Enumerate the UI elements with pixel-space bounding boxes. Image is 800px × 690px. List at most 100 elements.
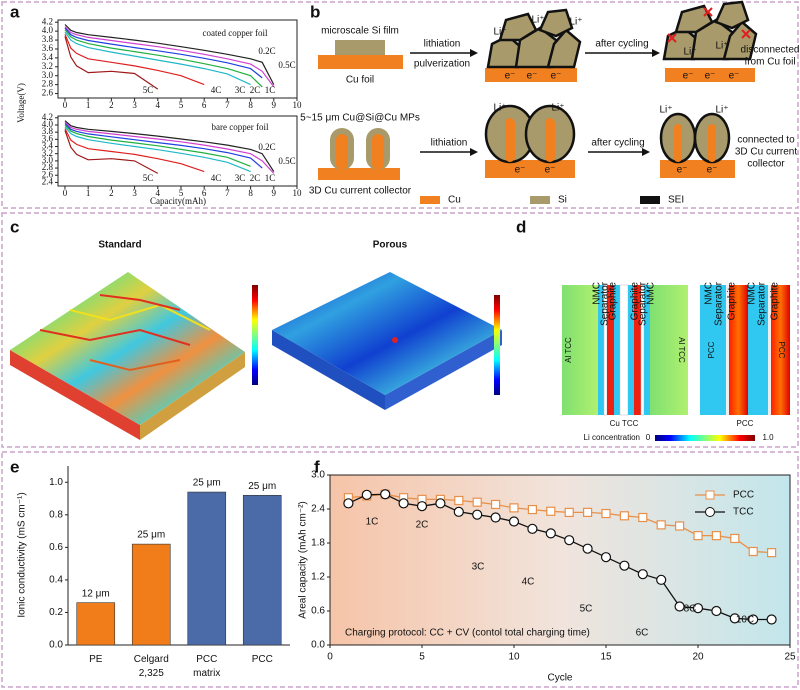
panel-c: Standard Porous: [10, 240, 502, 440]
cu-pillar: [674, 124, 682, 162]
marker: [656, 520, 666, 530]
y-axis-label: Ionic conductivity (mS cm⁻¹): [17, 492, 28, 617]
x-tick-label: 20: [692, 652, 704, 663]
annotation: 10C: [736, 615, 754, 626]
x-tick-label: 5: [419, 652, 425, 663]
plot-frame: [57, 19, 298, 99]
marker: [545, 528, 556, 539]
y-tick-label: 0.0: [311, 640, 325, 651]
ion-label: Li⁺: [531, 15, 544, 26]
side-label: PCC: [777, 342, 786, 359]
bar-annotation: 25 μm: [193, 478, 221, 489]
marker: [509, 503, 519, 513]
y-axis-label: Areal capacity (mAh cm⁻²): [298, 501, 309, 619]
ridge: [39, 328, 191, 346]
label: after cycling: [595, 39, 648, 50]
marker: [619, 511, 630, 521]
panel-frame: [1, 451, 799, 688]
slab-side: [385, 330, 502, 410]
layer-label: Separator: [714, 281, 725, 326]
x-tick-label: PE: [89, 654, 103, 665]
marker: [416, 501, 428, 512]
marker: [582, 543, 593, 554]
si-film: [335, 40, 385, 55]
panel-d: Al TCC Al TCC Cu TCC PCC PCC PCC Li conc…: [562, 284, 790, 442]
layer-label: Graphite: [608, 282, 619, 321]
panel-frame: [1, 212, 799, 448]
arrow-head: [470, 148, 478, 156]
marker: [564, 535, 575, 546]
cu-base: [660, 160, 735, 178]
label: collector: [747, 159, 785, 170]
cu-foil: [318, 55, 403, 69]
ion-label: Li⁺: [715, 41, 728, 52]
series-label: 0.5C: [278, 156, 295, 166]
y-tick-label: 3.2: [42, 61, 53, 71]
plot-frame: [329, 474, 791, 646]
series-label: 4C: [211, 85, 222, 95]
series-line: [64, 120, 275, 172]
x-tick-label: 10: [293, 100, 303, 110]
label: disconnected: [741, 45, 800, 56]
slab-side: [10, 350, 140, 440]
x-tick-label: Celgard 2,325: [134, 654, 169, 679]
y-tick-label: 0.6: [49, 542, 63, 553]
series-line: [64, 31, 251, 86]
si-chunk: [538, 8, 574, 38]
y-tick-label: 0.2: [49, 607, 63, 618]
marker: [380, 489, 391, 500]
marker: [674, 521, 685, 531]
label: lithiation: [424, 39, 461, 50]
y-tick-label: 1.8: [311, 538, 325, 549]
marker: [454, 495, 464, 506]
legend-label: Cu: [448, 195, 461, 206]
series-label: 0.5C: [278, 60, 295, 70]
slab-surface: [10, 272, 245, 425]
marker: [748, 546, 758, 557]
marker: [692, 603, 704, 614]
layer-label: Graphite: [630, 282, 641, 321]
y-tick-label: 3.4: [42, 141, 54, 151]
y-tick-label: 2.8: [42, 162, 54, 172]
si-chunk: [714, 0, 750, 30]
y-tick-label: 3.6: [42, 133, 54, 143]
label: microscale Si film: [321, 26, 399, 37]
label: from Cu foil: [744, 57, 795, 68]
x-tick-label: 3: [132, 188, 137, 198]
panel-letter: f: [314, 457, 320, 476]
y-tick-label: 1.2: [311, 572, 325, 583]
legend-swatch: [530, 196, 550, 204]
marker: [435, 498, 446, 509]
panel-b-top: microscale Si film Cu foil lithiation pu…: [318, 0, 800, 86]
layer-label: NMC: [747, 282, 758, 305]
cu-base: [318, 168, 400, 180]
x-tick-label: 2: [109, 100, 114, 110]
layer-label: Graphite: [770, 282, 781, 321]
annotation: 4C: [522, 577, 535, 588]
y-tick-label: 0.8: [49, 509, 63, 520]
annotation: 2C: [416, 520, 429, 531]
cu-foil: [665, 68, 755, 82]
ion-label: e⁻: [677, 165, 688, 176]
bar-annotation: 25 μm: [137, 530, 165, 541]
legend-label: SEI: [668, 195, 684, 206]
series-line: [64, 128, 205, 173]
marker: [527, 523, 538, 534]
layer-label: NMC: [646, 282, 657, 305]
layer-label: Separator: [638, 281, 649, 326]
panel-letter: b: [310, 2, 320, 21]
layer: [634, 285, 641, 415]
ion-label: Li⁺: [715, 105, 728, 116]
legend-swatch: [640, 196, 660, 204]
label: pulverization: [414, 59, 470, 70]
x-tick-label: 25: [784, 652, 796, 663]
y-tick-label: 3.4: [42, 52, 54, 62]
annotation: 1C: [366, 517, 379, 528]
x-tick-label: 0: [63, 100, 68, 110]
slab-side: [272, 330, 385, 410]
y-tick-label: 3.6: [42, 43, 54, 53]
cu-pillar: [545, 118, 555, 162]
x-tick-label: 10: [508, 652, 520, 663]
marker: [766, 614, 777, 625]
legend-swatch: [420, 196, 440, 204]
